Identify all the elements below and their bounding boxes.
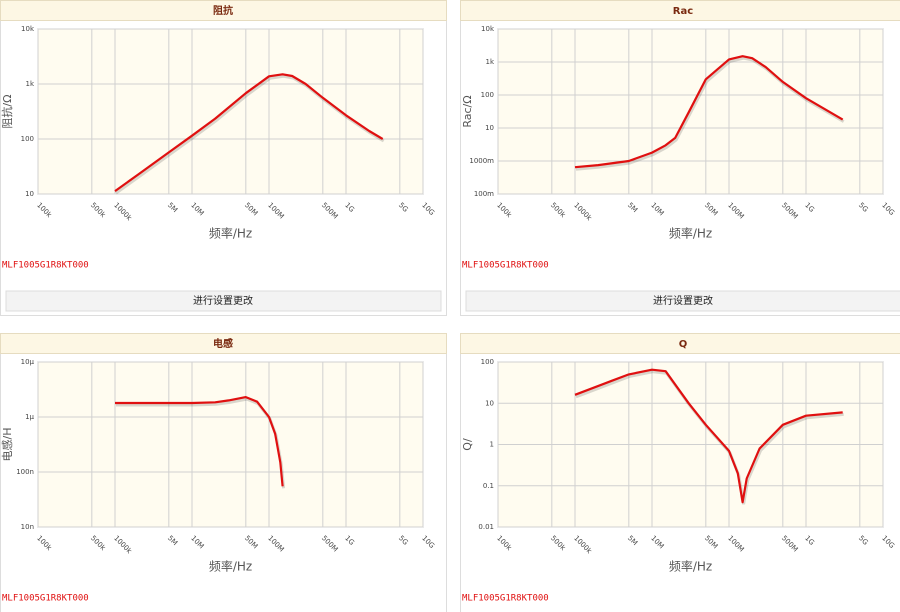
part-number: MLF1005G1R8KT000 [2,261,89,271]
panel-title: 电感 [213,337,233,350]
part-number: MLF1005G1R8KT000 [462,261,549,271]
x-axis-label: 频率/Hz [209,559,252,574]
panel-header [0,333,447,354]
x-axis-label: 频率/Hz [669,226,712,241]
y-tick-label: 10μ [21,358,35,366]
data-line [115,396,284,487]
y-tick-label: 1k [25,80,34,88]
panel-title: Q [679,339,688,350]
y-tick-label: 1k [485,58,494,66]
y-axis-label: Q/ [461,438,474,451]
part-number: MLF1005G1R8KT000 [462,594,549,604]
panel-title: 阻抗 [213,4,233,17]
y-tick-label: 100m [474,190,494,198]
panel-header [460,0,900,21]
settings-button[interactable] [465,290,900,312]
panel-title: Rac [673,6,693,17]
y-tick-label: 100 [481,358,494,366]
settings-button-label[interactable]: 进行设置更改 [653,294,713,307]
panel-header [0,0,447,21]
y-tick-label: 10 [485,124,494,132]
y-axis-label: 电感/H [1,428,14,462]
y-tick-label: 10n [21,523,34,531]
y-tick-label: 1000m [469,157,494,165]
settings-button[interactable] [5,290,442,312]
y-axis-label: 阻抗/Ω [0,94,14,128]
panel-header [460,333,900,354]
settings-button-label[interactable]: 进行设置更改 [193,294,253,307]
x-axis-label: 频率/Hz [669,559,712,574]
y-tick-label: 1 [490,441,494,449]
plot-area [37,28,424,195]
y-tick-label: 10k [21,25,35,33]
data-line [574,55,844,169]
plot-area [497,28,884,195]
y-tick-label: 100n [16,468,34,476]
data-line [114,73,384,192]
y-tick-label: 10 [485,399,494,407]
data-line [574,368,843,504]
y-tick-label: 10k [481,25,495,33]
y-tick-label: 0.01 [478,523,494,531]
y-tick-label: 10 [25,190,34,198]
plot-area [37,361,424,528]
y-tick-label: 100 [481,91,494,99]
y-axis-label: Rac/Ω [461,95,474,127]
y-tick-label: 0.1 [483,482,494,490]
y-tick-label: 1μ [25,413,34,421]
part-number: MLF1005G1R8KT000 [2,594,89,604]
y-tick-label: 100 [21,135,34,143]
x-axis-label: 频率/Hz [209,226,252,241]
